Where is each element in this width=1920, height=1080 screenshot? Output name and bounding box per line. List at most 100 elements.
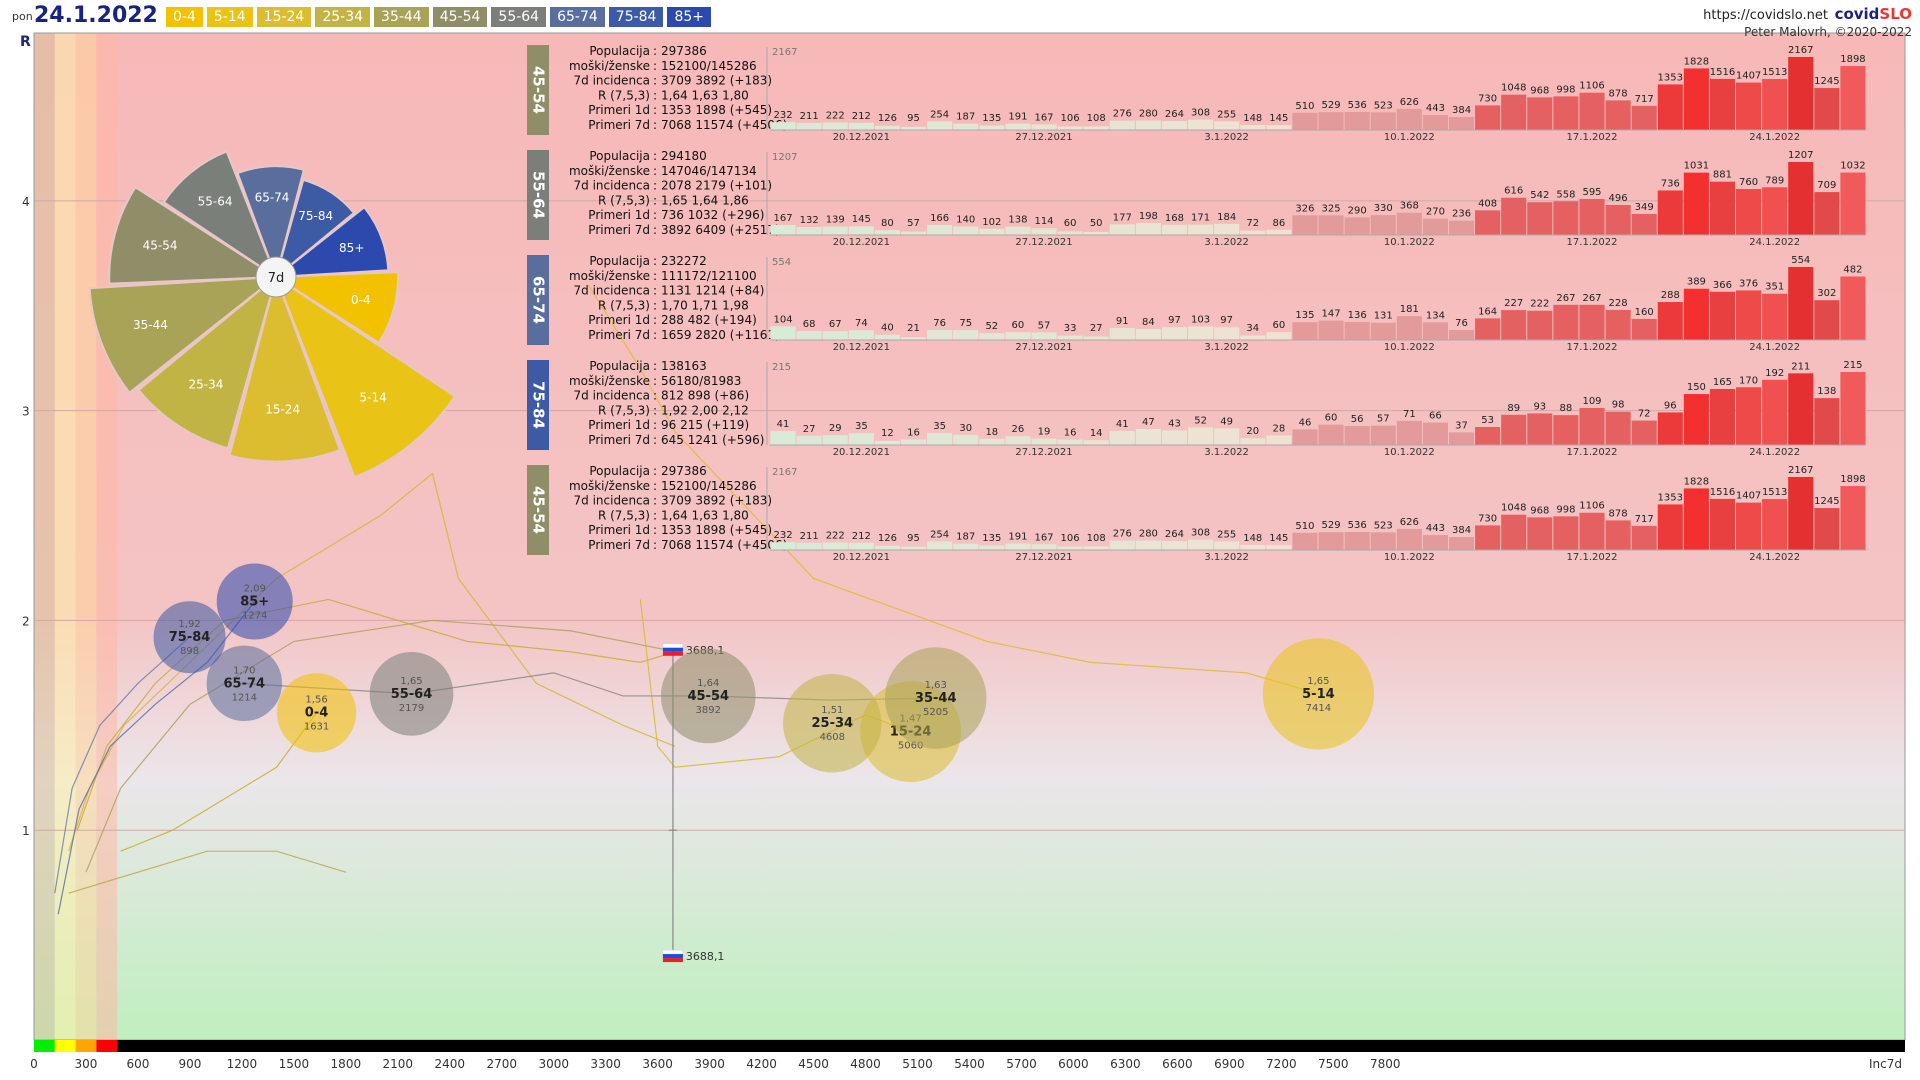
bar xyxy=(1057,231,1083,235)
bar xyxy=(1135,120,1161,130)
bar-value-label: 114 xyxy=(1034,216,1053,227)
bar xyxy=(1422,218,1448,235)
panel-date-label: 10.1.2022 xyxy=(1384,447,1435,458)
bar xyxy=(770,542,796,550)
bar-value-label: 28 xyxy=(1272,423,1285,434)
bar-value-label: 192 xyxy=(1765,368,1784,379)
bar xyxy=(1422,322,1448,340)
bar xyxy=(1083,440,1109,445)
age-tab-5-14[interactable]: 5-14 xyxy=(206,7,253,27)
age-tab-75-84[interactable]: 75-84 xyxy=(608,7,664,27)
bar-value-label: 14 xyxy=(1090,428,1103,439)
panel-date-label: 17.1.2022 xyxy=(1567,237,1618,248)
bar xyxy=(1005,123,1031,130)
stat-value: 1,92 2,00 2,12 xyxy=(661,403,749,417)
x-tick-label: 2700 xyxy=(486,1057,517,1071)
bar-value-label: 126 xyxy=(878,113,897,124)
bar xyxy=(874,125,900,130)
stat-label: R (7,5,3) xyxy=(598,193,650,207)
bar-value-label: 626 xyxy=(1400,97,1419,108)
bar-value-label: 29 xyxy=(829,423,842,434)
x-tick-label: 7500 xyxy=(1318,1057,1349,1071)
stat-separator: : xyxy=(653,374,657,388)
bar xyxy=(874,545,900,550)
bar xyxy=(927,541,953,550)
bar xyxy=(1031,332,1057,340)
trajectory-line xyxy=(68,472,676,852)
bar-value-label: 26 xyxy=(1012,424,1025,435)
bar-value-label: 88 xyxy=(1560,403,1573,414)
age-tab-55-64[interactable]: 55-64 xyxy=(491,7,547,27)
bar xyxy=(1762,293,1788,340)
site-url[interactable]: https://covidslo.net xyxy=(1703,8,1828,23)
bar-value-label: 76 xyxy=(1455,318,1468,329)
x-tick-label: 1500 xyxy=(279,1057,310,1071)
bar-value-label: 443 xyxy=(1426,523,1445,534)
stat-label: Populacija xyxy=(589,44,650,58)
bar-value-label: 72 xyxy=(1638,409,1651,420)
bar xyxy=(1161,541,1188,550)
age-tab-65-74[interactable]: 65-74 xyxy=(550,7,605,27)
stat-label: Primeri 1d xyxy=(588,103,650,117)
bar-value-label: 35 xyxy=(933,421,946,432)
bar xyxy=(1135,540,1161,550)
x-tick-label: 600 xyxy=(126,1057,149,1071)
bar-value-label: 98 xyxy=(1612,400,1625,411)
panel-max-label: 2167 xyxy=(772,47,797,58)
date-title: 24.1.2022 xyxy=(34,3,158,28)
x-tick-label: 1200 xyxy=(227,1057,258,1071)
age-tab-15-24[interactable]: 15-24 xyxy=(256,7,312,27)
bar-value-label: 1828 xyxy=(1684,476,1709,487)
stat-value: 1131 1214 (+84) xyxy=(661,284,764,298)
bar-value-label: 1513 xyxy=(1762,67,1787,78)
bar-value-label: 211 xyxy=(800,531,819,542)
age-tab-45-54[interactable]: 45-54 xyxy=(432,7,488,27)
bar-value-label: 523 xyxy=(1374,520,1393,531)
stat-value: 1,65 1,64 1,86 xyxy=(661,193,749,207)
bar xyxy=(848,433,874,445)
bar xyxy=(1605,309,1631,340)
stat-separator: : xyxy=(653,208,657,222)
age-tab-25-34[interactable]: 25-34 xyxy=(315,7,371,27)
bar-panel-65-74: 65-74Populacija:232272moški/ženske:11117… xyxy=(527,254,1866,353)
stat-separator: : xyxy=(653,433,657,447)
age-tab-35-44[interactable]: 35-44 xyxy=(374,7,429,27)
rose-slice-label: 15-24 xyxy=(265,403,300,417)
stat-value: 1353 1898 (+545) xyxy=(661,523,772,537)
bar-value-label: 1513 xyxy=(1762,487,1787,498)
bar xyxy=(1605,411,1631,445)
bar-value-label: 165 xyxy=(1713,377,1732,388)
bar-value-label: 71 xyxy=(1403,409,1416,420)
bar-value-label: 95 xyxy=(907,113,920,124)
bar-value-label: 717 xyxy=(1635,94,1654,105)
bar-value-label: 881 xyxy=(1713,170,1732,181)
bar-value-label: 232 xyxy=(774,530,793,541)
stat-label: Primeri 7d xyxy=(588,433,650,447)
bar xyxy=(1709,498,1736,550)
bar xyxy=(1344,111,1370,130)
bar xyxy=(770,326,796,340)
age-tab-85plus[interactable]: 85+ xyxy=(667,7,712,27)
bar xyxy=(1031,124,1057,130)
bubble-circle xyxy=(276,673,357,753)
x-tick-label: 4500 xyxy=(798,1057,829,1071)
trajectory-line xyxy=(76,598,676,831)
panel-group-label: 75-84 xyxy=(530,381,548,429)
bubble-r-value: 1,64 xyxy=(697,678,719,689)
rose-slice-55-64 xyxy=(162,150,279,280)
bar xyxy=(770,224,796,235)
bar-value-label: 160 xyxy=(1635,307,1654,318)
bar-value-label: 86 xyxy=(1272,218,1285,229)
bar xyxy=(1501,414,1527,445)
bar xyxy=(1240,438,1266,445)
bubble-group-label: 25-34 xyxy=(812,716,854,731)
flag-white xyxy=(662,643,684,649)
bar-panel-45-54: 45-54Populacija:297386moški/ženske:15210… xyxy=(527,44,1866,143)
bar-value-label: 37 xyxy=(1455,420,1468,431)
age-tab-0-4[interactable]: 0-4 xyxy=(166,7,203,27)
bar-value-label: 40 xyxy=(881,323,894,334)
bar-value-label: 2167 xyxy=(1788,465,1813,476)
